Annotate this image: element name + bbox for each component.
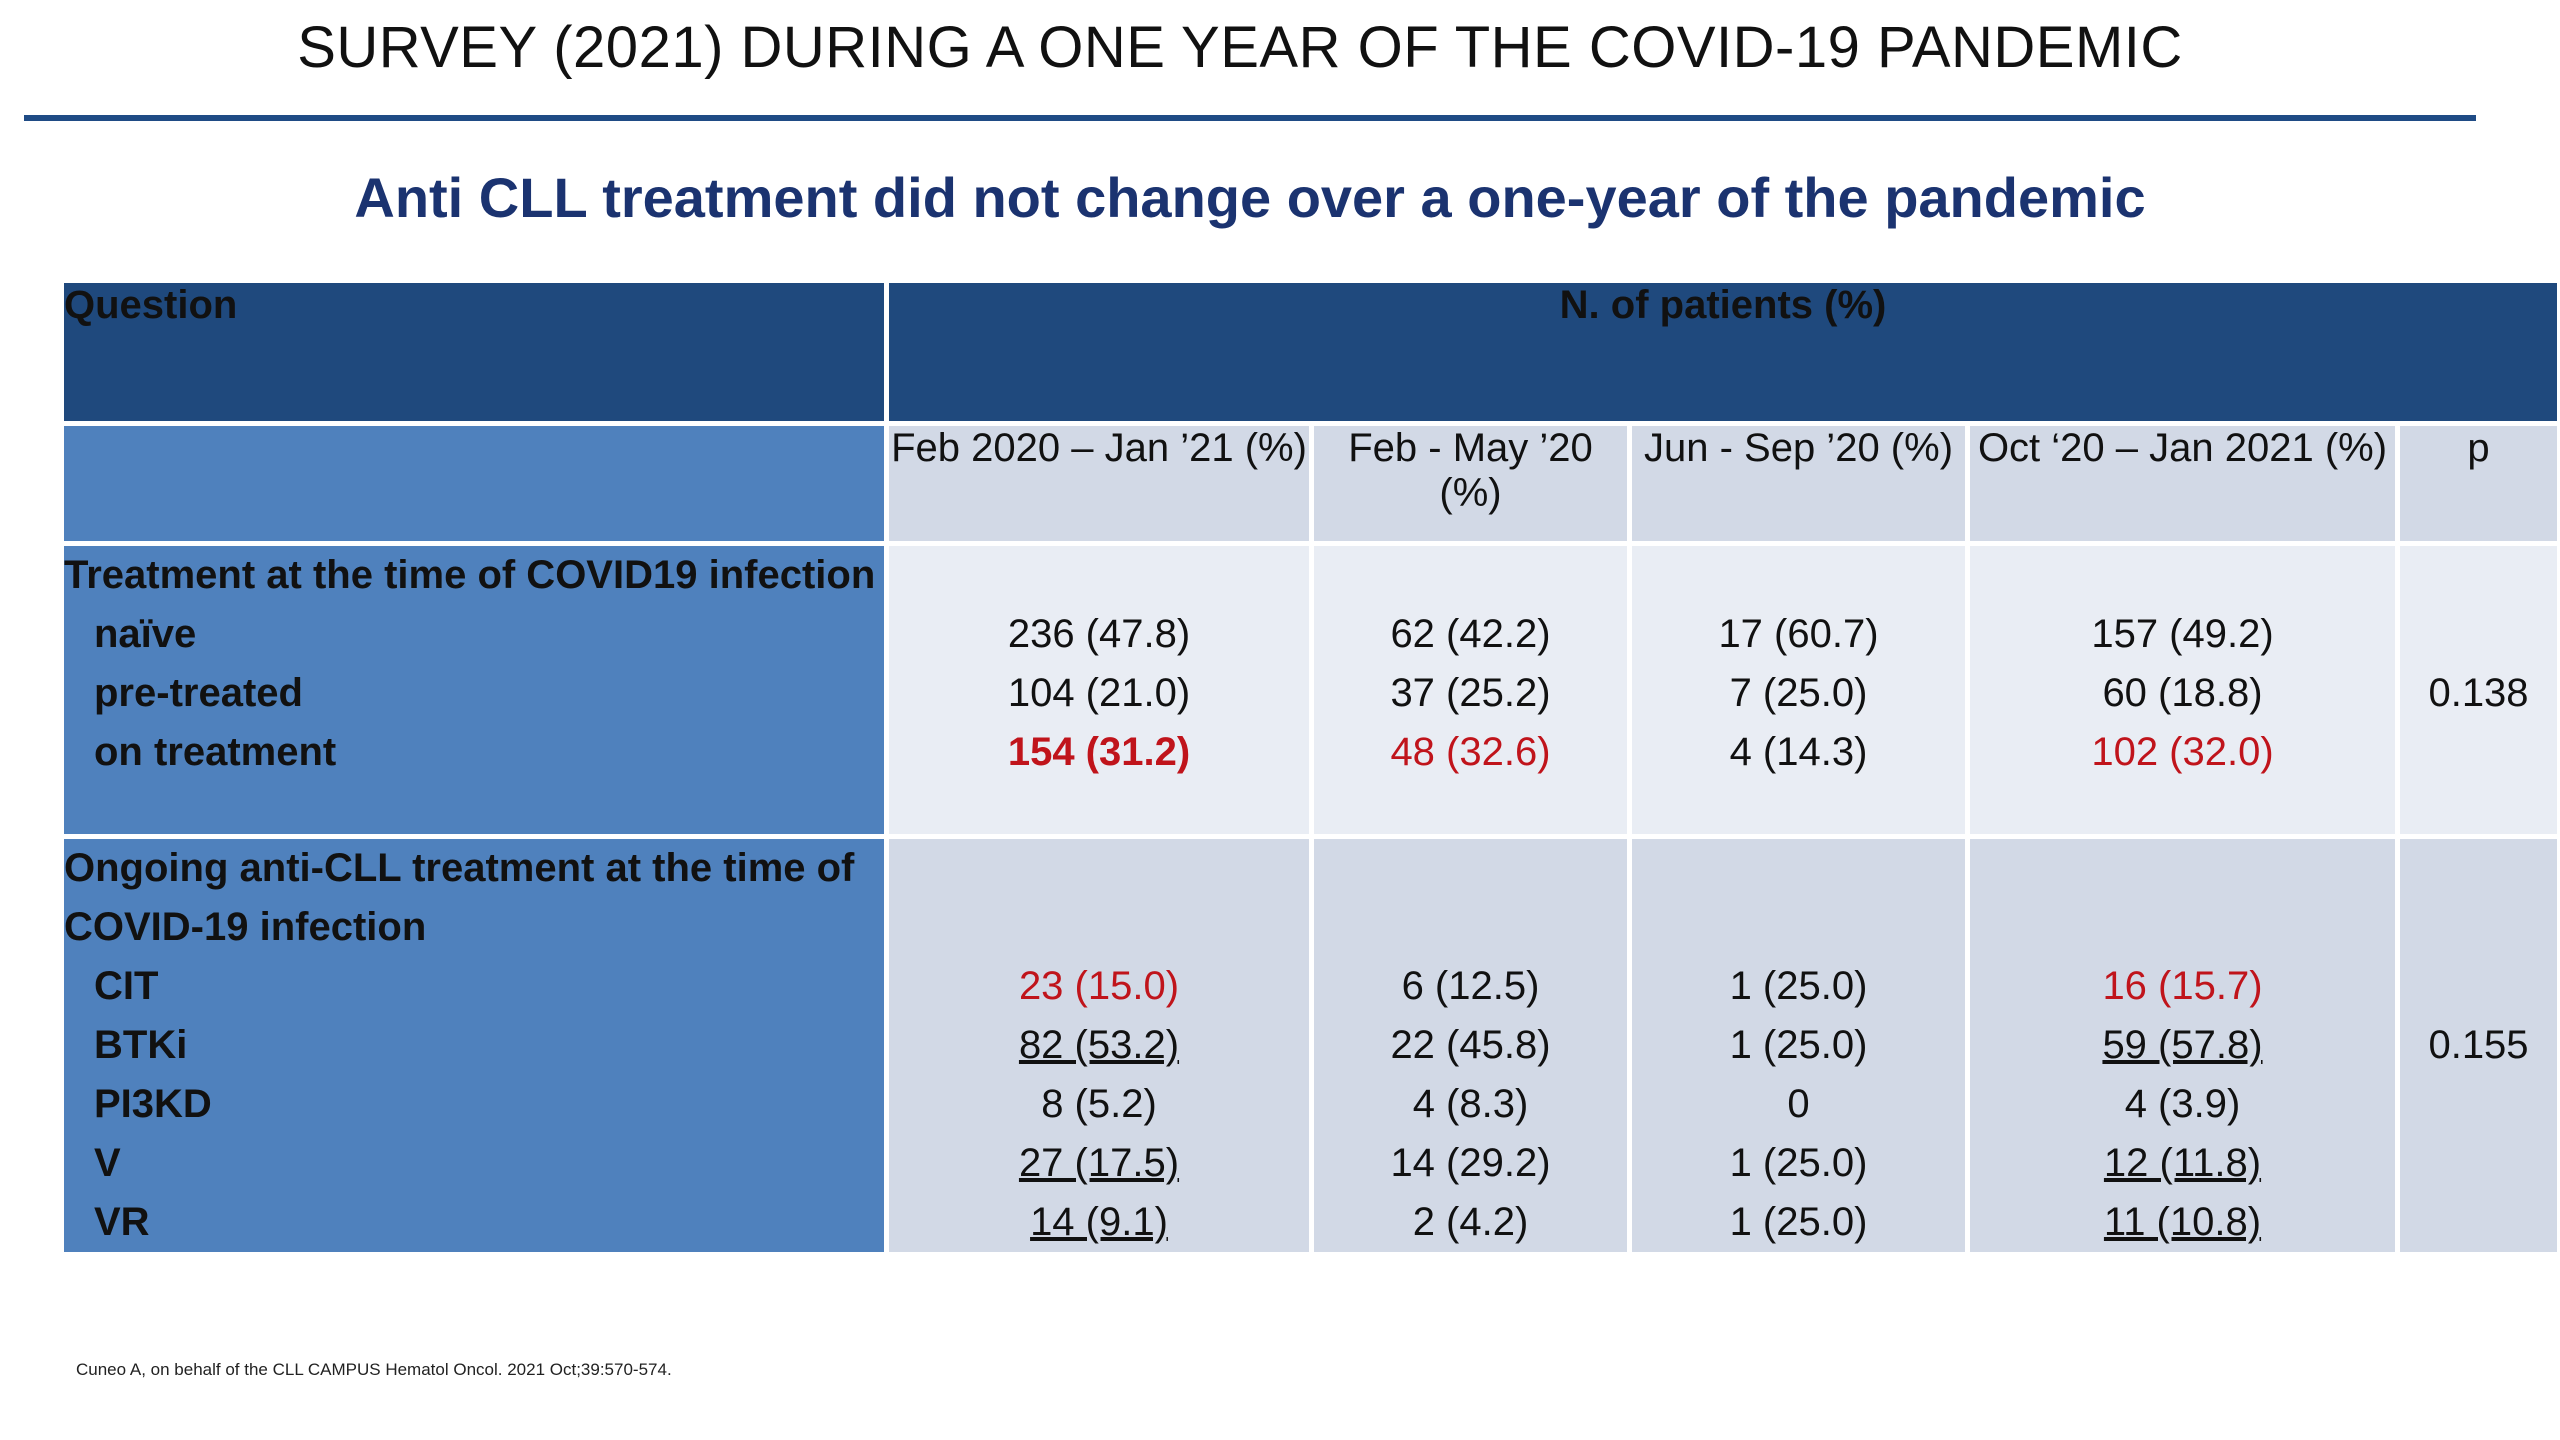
value-column-oct-jan: 16 (15.7) 59 (57.8) 4 (3.9) 12 (11.8) 11… (1965, 834, 2400, 1257)
cell-value-highlight: 154 (31.2) (1007, 730, 1191, 774)
section-label-cell: Ongoing anti-CLL treatment at the time o… (59, 834, 889, 1257)
section-label-cell: Treatment at the time of COVID19 infecti… (59, 541, 889, 839)
cell-value: 60 (18.8) (2102, 671, 2263, 715)
row-label: V (94, 1141, 121, 1185)
cell-value: 8 (5.2) (1041, 1082, 1157, 1126)
cell-value: 14 (29.2) (1390, 1141, 1551, 1185)
cell-value: 4 (14.3) (1729, 730, 1868, 774)
cell-value: 1 (25.0) (1729, 1023, 1868, 1067)
cell-value: 236 (47.8) (1007, 612, 1191, 656)
cell-value-highlight: 48 (32.6) (1390, 730, 1551, 774)
value-column-feb-may: 62 (42.2) 37 (25.2) 48 (32.6) (1309, 541, 1632, 839)
cell-value: 2 (4.2) (1412, 1200, 1529, 1244)
title-divider (24, 115, 2476, 121)
column-header-total: Feb 2020 – Jan ’21 (%) (884, 421, 1314, 546)
section-title: Ongoing anti-CLL treatment at the time o… (64, 846, 855, 890)
cell-value: 37 (25.2) (1390, 671, 1551, 715)
results-table: Question N. of patients (%) Feb 2020 – J… (59, 278, 2560, 1257)
column-header-feb-may: Feb - May ’20 (%) (1309, 421, 1632, 546)
cell-value-underlined: 27 (17.5) (1018, 1141, 1180, 1185)
section-title: Treatment at the time of COVID19 infecti… (64, 553, 876, 597)
cell-value: 1 (25.0) (1729, 964, 1868, 1008)
table-section-ongoing: Ongoing anti-CLL treatment at the time o… (59, 834, 2560, 1257)
cell-value: 1 (25.0) (1729, 1200, 1868, 1244)
table-section-treatment: Treatment at the time of COVID19 infecti… (59, 541, 2560, 839)
value-column-jun-sep: 1 (25.0) 1 (25.0) 0 1 (25.0) 1 (25.0) (1627, 834, 1970, 1257)
column-header-row: Feb 2020 – Jan ’21 (%) Feb - May ’20 (%)… (59, 421, 2560, 546)
row-label: CIT (94, 964, 159, 1008)
citation-footnote: Cuneo A, on behalf of the CLL CAMPUS Hem… (76, 1360, 672, 1379)
p-value: 0.138 (2428, 671, 2529, 715)
value-column-total: 236 (47.8) 104 (21.0) 154 (31.2) (884, 541, 1314, 839)
cell-value: 0 (1787, 1082, 1810, 1126)
value-column-oct-jan: 157 (49.2) 60 (18.8) 102 (32.0) (1965, 541, 2400, 839)
cell-value: 1 (25.0) (1729, 1141, 1868, 1185)
p-value-column: 0.138 (2394, 541, 2560, 839)
cell-value: 6 (12.5) (1401, 964, 1540, 1008)
slide-subtitle: Anti CLL treatment did not change over a… (354, 166, 2146, 229)
section-title: COVID-19 infection (64, 905, 427, 949)
value-column-feb-may: 6 (12.5) 22 (45.8) 4 (8.3) 14 (29.2) 2 (… (1309, 834, 1632, 1257)
cell-value-underlined: 59 (57.8) (2102, 1023, 2263, 1067)
cell-value: 62 (42.2) (1390, 612, 1551, 656)
cell-value: 4 (8.3) (1412, 1082, 1529, 1126)
question-header: Question (59, 278, 889, 426)
patients-header: N. of patients (%) (883, 278, 2560, 426)
value-column-total: 23 (15.0) 82 (53.2) 8 (5.2) 27 (17.5) 14… (884, 834, 1314, 1257)
slide-title: SURVEY (2021) DURING A ONE YEAR OF THE C… (297, 15, 2183, 80)
cell-value: 4 (3.9) (2124, 1082, 2241, 1126)
column-header-empty (59, 421, 889, 546)
table-header-row: Question N. of patients (%) (59, 278, 2560, 426)
value-column-jun-sep: 17 (60.7) 7 (25.0) 4 (14.3) (1627, 541, 1970, 839)
row-label: VR (94, 1200, 150, 1244)
cell-value-underlined: 14 (9.1) (1030, 1200, 1168, 1244)
column-header-jun-sep: Jun - Sep ’20 (%) (1627, 421, 1970, 546)
cell-value-highlight: 16 (15.7) (2102, 964, 2263, 1008)
p-value: 0.155 (2428, 1023, 2529, 1067)
row-label: naïve (94, 612, 197, 656)
cell-value: 17 (60.7) (1718, 612, 1879, 656)
cell-value-highlight: 23 (15.0) (1018, 964, 1180, 1008)
row-label: PI3KD (94, 1082, 212, 1126)
cell-value: 104 (21.0) (1007, 671, 1191, 715)
row-label: pre-treated (94, 671, 303, 715)
row-label: on treatment (94, 730, 337, 774)
row-label: BTKi (94, 1023, 188, 1067)
cell-value: 7 (25.0) (1729, 671, 1868, 715)
cell-value-underlined: 11 (10.8) (2103, 1200, 2262, 1244)
cell-value: 22 (45.8) (1390, 1023, 1551, 1067)
cell-value: 157 (49.2) (2091, 612, 2274, 656)
column-header-p: p (2394, 421, 2560, 546)
column-header-oct-jan: Oct ‘20 – Jan 2021 (%) (1965, 421, 2400, 546)
cell-value-underlined: 82 (53.2) (1018, 1023, 1180, 1067)
p-value-column: 0.155 (2394, 834, 2560, 1257)
cell-value-highlight: 102 (32.0) (2091, 730, 2274, 774)
cell-value-underlined: 12 (11.8) (2103, 1141, 2262, 1185)
